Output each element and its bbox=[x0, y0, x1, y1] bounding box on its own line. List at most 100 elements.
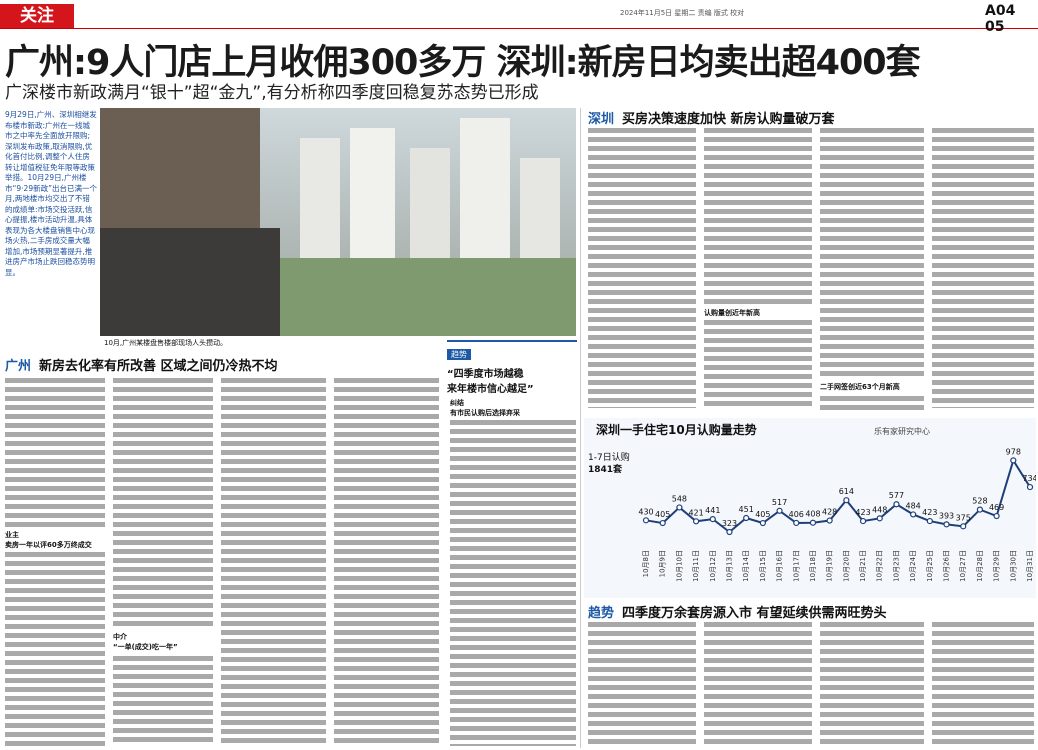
value-label: 423 bbox=[922, 508, 937, 517]
x-tick-label: 10月31日 bbox=[1026, 550, 1034, 582]
value-label: 408 bbox=[805, 510, 820, 519]
body-text bbox=[704, 320, 812, 408]
chart-source: 乐有家研究中心 bbox=[874, 426, 930, 436]
point bbox=[859, 517, 867, 525]
body-text bbox=[5, 552, 105, 746]
x-tick-label: 10月16日 bbox=[776, 550, 784, 582]
point bbox=[893, 501, 900, 508]
x-tick-label: 10月17日 bbox=[792, 550, 800, 582]
value-label: 517 bbox=[772, 498, 787, 507]
value-label: 406 bbox=[789, 510, 804, 519]
annotation: 1841套 bbox=[588, 463, 623, 475]
subhead: 纠结 bbox=[450, 398, 464, 408]
point bbox=[809, 519, 817, 526]
point bbox=[843, 497, 850, 504]
point bbox=[659, 519, 666, 527]
page-number: A04 05 bbox=[985, 3, 1016, 35]
value-label: 441 bbox=[705, 506, 720, 515]
subhead: 业主 bbox=[5, 530, 19, 540]
body-text bbox=[820, 622, 924, 746]
point bbox=[1026, 483, 1034, 491]
value-label: 428 bbox=[822, 508, 837, 517]
value-label: 430 bbox=[638, 507, 653, 516]
value-label: 323 bbox=[722, 519, 737, 528]
x-tick-label: 10月22日 bbox=[876, 550, 884, 582]
value-label: 405 bbox=[755, 510, 770, 519]
x-tick-label: 10月8日 bbox=[642, 550, 650, 577]
value-label: 734 bbox=[1022, 474, 1036, 483]
point bbox=[876, 515, 883, 522]
point bbox=[826, 517, 833, 524]
x-tick-label: 10月19日 bbox=[826, 550, 834, 582]
x-tick-label: 10月27日 bbox=[959, 550, 967, 582]
body-text bbox=[820, 396, 924, 410]
x-tick-label: 10月24日 bbox=[909, 550, 917, 582]
body-text bbox=[221, 378, 326, 746]
photo bbox=[100, 108, 576, 336]
body-text bbox=[820, 128, 924, 378]
x-tick-label: 10月30日 bbox=[1009, 550, 1017, 582]
value-label: 448 bbox=[872, 505, 887, 514]
body-text bbox=[5, 378, 105, 528]
x-tick-label: 10月21日 bbox=[859, 550, 867, 582]
subhead: 二手网签创近63个月新高 bbox=[820, 382, 900, 392]
value-label: 421 bbox=[688, 508, 703, 517]
x-tick-label: 10月11日 bbox=[692, 550, 700, 582]
x-tick-label: 10月14日 bbox=[742, 550, 750, 582]
rule bbox=[0, 28, 1038, 29]
chart-title: 深圳一手住宅10月认购量走势 bbox=[596, 422, 757, 437]
value-label: 423 bbox=[855, 508, 870, 517]
section-heading: 趋势 四季度万余套房源入市 有望延续供需两旺势头 bbox=[588, 606, 887, 621]
body-text bbox=[113, 378, 213, 628]
point bbox=[642, 517, 650, 524]
value-label: 393 bbox=[939, 511, 954, 520]
section-heading: 深圳 买房决策速度加快 新房认购量破万套 bbox=[588, 112, 835, 127]
value-label: 528 bbox=[972, 497, 987, 506]
body-text bbox=[704, 622, 812, 746]
body-text bbox=[588, 128, 696, 408]
headline: 广州:9人门店上月收佣300多万 深圳:新房日均卖出超400套 bbox=[5, 43, 921, 83]
value-label: 405 bbox=[655, 510, 670, 519]
subhead: 卖房一年以评60多万终成交 bbox=[5, 540, 92, 550]
x-tick-label: 10月25日 bbox=[926, 550, 934, 582]
point bbox=[759, 519, 766, 527]
body-text bbox=[932, 622, 1034, 746]
x-tick-label: 10月18日 bbox=[809, 550, 817, 582]
sidebar-tag: 趋势 bbox=[447, 349, 471, 360]
chart: 深圳一手住宅10月认购量走势 乐有家研究中心 1-7日认购 1841套 430 4… bbox=[584, 418, 1036, 598]
body-text bbox=[113, 656, 213, 746]
point bbox=[743, 514, 750, 522]
subheadline: 广深楼市新政满月“银十”超“金九”,有分析称四季度回稳复苏态势已形成 bbox=[5, 83, 539, 103]
body-text bbox=[704, 128, 812, 304]
point bbox=[793, 519, 800, 527]
point bbox=[910, 511, 917, 518]
column-rule bbox=[580, 108, 581, 748]
point bbox=[726, 528, 733, 536]
sidebar-box: 趋势 “四季度市场越稳 来年楼市信心越足” bbox=[447, 340, 577, 395]
value-label: 978 bbox=[1006, 447, 1021, 456]
value-label: 577 bbox=[889, 491, 904, 500]
point bbox=[692, 518, 700, 525]
x-tick-label: 10月10日 bbox=[675, 550, 683, 582]
point bbox=[776, 507, 783, 514]
chart-bg bbox=[584, 418, 1036, 598]
value-label: 484 bbox=[905, 501, 920, 510]
lead: 9月29日,广州、深圳相继发布楼市新政:广州在一线城市之中率先全面放开限购;深圳… bbox=[5, 110, 97, 277]
point bbox=[976, 506, 984, 513]
value-label: 451 bbox=[739, 505, 754, 514]
subhead: 中介 bbox=[113, 632, 127, 642]
point bbox=[993, 512, 1000, 520]
body-text bbox=[588, 622, 696, 746]
point bbox=[709, 516, 716, 523]
point bbox=[1010, 457, 1017, 464]
date-line: 2024年11月5日 星期二 责编 版式 校对 bbox=[620, 9, 745, 17]
value-label: 548 bbox=[672, 494, 687, 503]
annotation: 1-7日认购 bbox=[588, 451, 630, 463]
photo-caption: 10月,广州某楼盘售楼部现场人头攒动。 bbox=[104, 339, 228, 347]
sidebar-title: 来年楼市信心越足” bbox=[447, 384, 534, 395]
point bbox=[960, 523, 967, 530]
body-text bbox=[334, 378, 439, 746]
value-label: 614 bbox=[839, 487, 854, 496]
x-tick-label: 10月26日 bbox=[943, 550, 951, 582]
